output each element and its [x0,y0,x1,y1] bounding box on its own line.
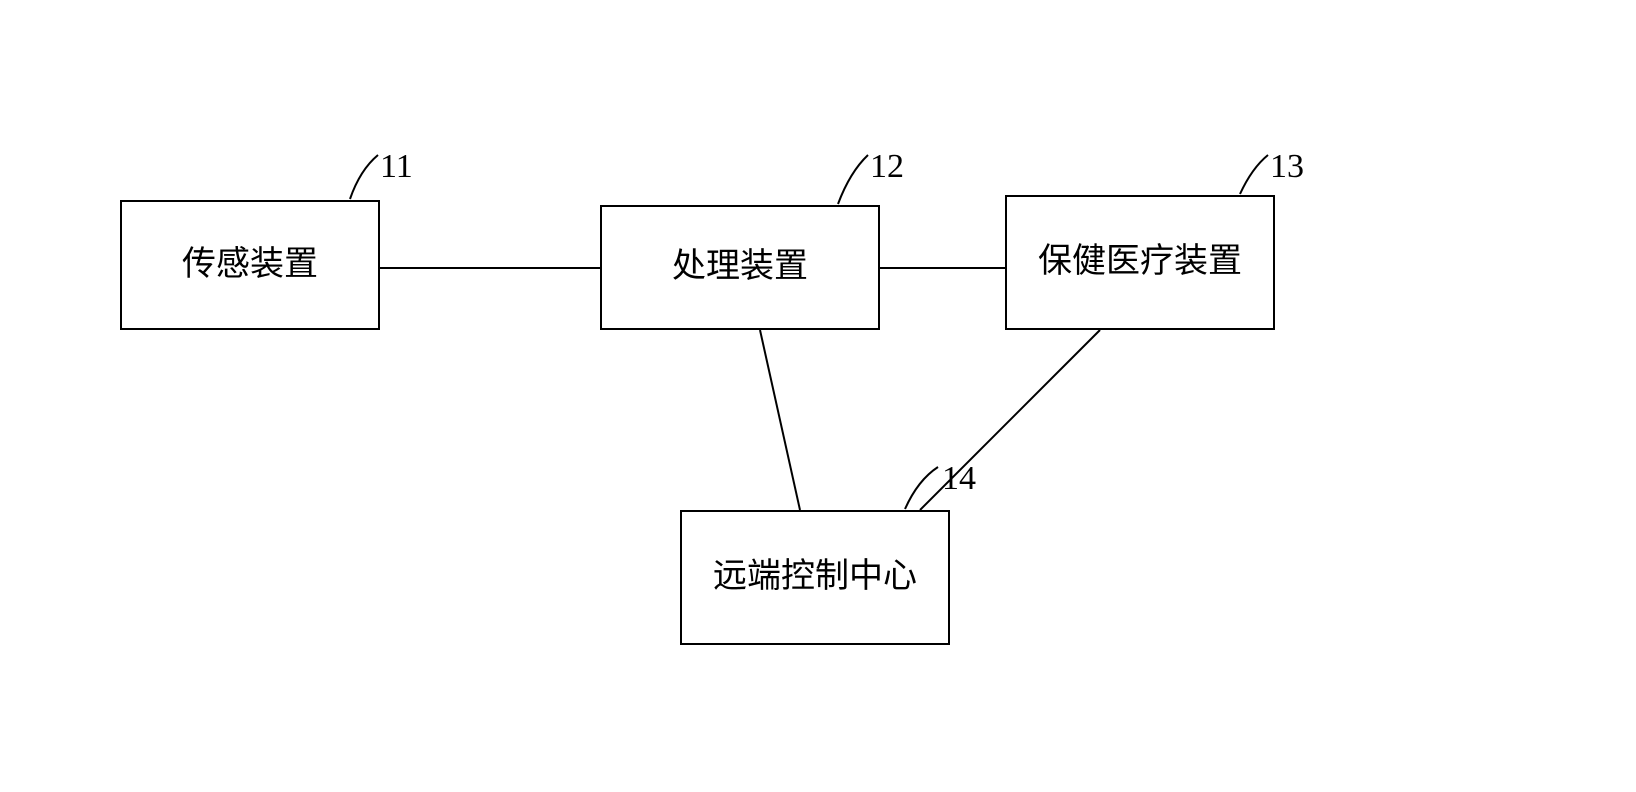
sensor-device-number: 11 [380,148,413,186]
remote-control-center-number: 14 [942,460,976,498]
health-medical-device-number: 13 [1270,148,1304,186]
processing-device-number: 12 [870,148,904,186]
health-medical-device-label: 保健医疗装置 [1038,240,1242,284]
remote-control-center-node: 远端控制中心 [680,510,950,645]
processing-device-node: 处理装置 [600,205,880,330]
block-diagram: 传感装置 11 处理装置 12 保健医疗装置 13 远端控制中心 14 [0,0,1636,792]
sensor-device-label: 传感装置 [182,243,318,287]
processing-device-label: 处理装置 [672,245,808,289]
connections-layer [0,0,1636,792]
health-medical-device-node: 保健医疗装置 [1005,195,1275,330]
sensor-device-node: 传感装置 [120,200,380,330]
remote-control-center-label: 远端控制中心 [713,555,917,599]
